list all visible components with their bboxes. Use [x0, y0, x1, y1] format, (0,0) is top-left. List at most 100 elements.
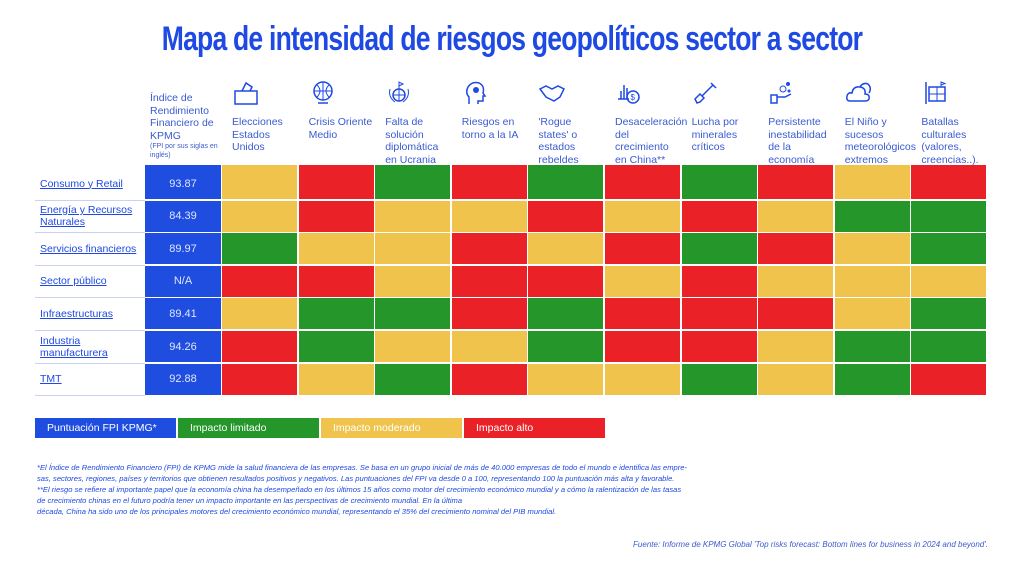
impact-cell: [528, 298, 604, 330]
impact-cell: [451, 298, 527, 330]
fpi-header-sub: (FPI por sus siglas en inglés): [150, 143, 218, 159]
impact-cell: [222, 331, 297, 362]
row-divider: [35, 199, 145, 201]
impact-cell: [911, 363, 987, 395]
footnote-line: **El riesgo se refiere al importante pap…: [37, 485, 682, 494]
column-header: Riesgos en torno a la IA: [451, 76, 527, 168]
row-label-link[interactable]: Consumo y Retail: [40, 177, 123, 190]
fpi-score: 84.39: [145, 200, 221, 232]
fpi-score: 94.26: [145, 331, 221, 362]
impact-cell: [451, 363, 527, 395]
impact-cell: [911, 200, 987, 232]
impact-cell: [605, 233, 680, 265]
impact-cell: [222, 298, 297, 330]
column-label: Lucha por minerales críticos: [691, 116, 739, 153]
row-label-link[interactable]: Servicios financieros: [40, 242, 137, 255]
impact-cell: [605, 200, 680, 232]
row-divider: [35, 297, 145, 299]
column-label: Batallas culturales (valores, creencias.…: [921, 116, 979, 166]
impact-cell: [528, 200, 604, 232]
row-label-link[interactable]: Industria manufacturera: [40, 334, 108, 359]
impact-cell: [758, 265, 834, 297]
culture-board-icon: [911, 76, 986, 110]
impact-cell: [451, 200, 527, 232]
impact-cell: [834, 298, 910, 330]
impact-cell: [911, 265, 987, 297]
legend-fpi: Puntuación FPI KPMG*: [35, 418, 176, 438]
impact-cell: [298, 233, 374, 265]
impact-cell: [834, 233, 910, 265]
impact-cell: [758, 168, 834, 199]
fpi-score: 89.97: [145, 233, 221, 265]
page-title: Mapa de intensidad de riesgos geopolític…: [161, 20, 863, 58]
row-label-link[interactable]: Infraestructuras: [40, 307, 113, 320]
impact-cell: [528, 233, 604, 265]
impact-cell: [375, 200, 451, 232]
fpi-column-header: Índice de Rendimiento Financiero de KPMG…: [150, 92, 222, 160]
impact-cell: [375, 233, 451, 265]
impact-cell: [758, 331, 834, 362]
impact-cell: [375, 363, 451, 395]
peace-globe-icon: [375, 76, 450, 110]
impact-cell: [911, 298, 987, 330]
impact-cell: [298, 200, 374, 232]
legend-limited: Impacto limitado: [178, 418, 319, 438]
impact-cell: [451, 233, 527, 265]
footnote-line: década, China ha sido uno de los princip…: [37, 507, 557, 516]
cloud-sun-icon: [835, 76, 910, 110]
shovel-icon: [682, 76, 757, 110]
row-label-link[interactable]: Energía y Recursos Naturales: [40, 204, 133, 229]
ballot-box-icon: [222, 76, 297, 110]
impact-cell: [222, 265, 297, 297]
handshake-icon: [528, 76, 603, 110]
source-note: Fuente: Informe de KPMG Global 'Top risk…: [633, 540, 988, 549]
impact-cell: [605, 331, 680, 362]
impact-cell: [375, 265, 451, 297]
impact-cell: [375, 298, 451, 330]
impact-cell: [758, 363, 834, 395]
impact-cell: [681, 200, 757, 232]
impact-cell: [681, 331, 757, 362]
footnote-line: sas, sectores, regiones, países y territ…: [37, 474, 675, 483]
impact-cell: [298, 363, 374, 395]
impact-cell: [222, 168, 297, 199]
row-label-link[interactable]: TMT: [40, 373, 62, 386]
impact-cell: [681, 363, 757, 395]
impact-cell: [911, 233, 987, 265]
column-header: Batallas culturales (valores, creencias.…: [911, 76, 987, 168]
impact-cell: [222, 363, 297, 395]
column-label: Riesgos en torno a la IA: [461, 116, 519, 141]
impact-cell: [451, 168, 527, 199]
impact-cell: [605, 265, 680, 297]
column-header: Persistente inestabilidad de la economía…: [758, 76, 834, 178]
impact-cell: [298, 298, 374, 330]
impact-cell: [298, 265, 374, 297]
impact-cell: [605, 363, 680, 395]
column-header: $ Desaceleración del crecimiento en China…: [605, 76, 687, 168]
impact-cell: [681, 298, 757, 330]
impact-cell: [451, 265, 527, 297]
impact-cell: [834, 331, 910, 362]
fpi-score: N/A: [145, 265, 221, 297]
impact-cell: [375, 168, 451, 199]
row-divider: [35, 264, 145, 266]
impact-cell: [375, 331, 451, 362]
row-divider: [35, 329, 145, 331]
column-label: El Niño y sucesos meteorológicos extremo…: [844, 116, 916, 166]
impact-cell: [834, 265, 910, 297]
impact-cell: [222, 200, 297, 232]
fpi-header-underline: [145, 165, 221, 168]
row-label-link[interactable]: Sector público: [40, 275, 107, 288]
hand-coins-icon: [758, 76, 833, 110]
row-divider: [35, 362, 145, 364]
impact-cell: [298, 168, 374, 199]
column-header: 'Rogue states' o estados rebeldes: [528, 76, 604, 168]
legend-moderate: Impacto moderado: [321, 418, 462, 438]
fpi-score: 92.88: [145, 363, 221, 395]
impact-cell: [605, 168, 680, 199]
column-header: Crisis Oriente Medio: [298, 76, 374, 168]
legend-high: Impacto alto: [464, 418, 605, 438]
impact-cell: [605, 298, 680, 330]
impact-cell: [528, 168, 604, 199]
impact-cell: [528, 265, 604, 297]
